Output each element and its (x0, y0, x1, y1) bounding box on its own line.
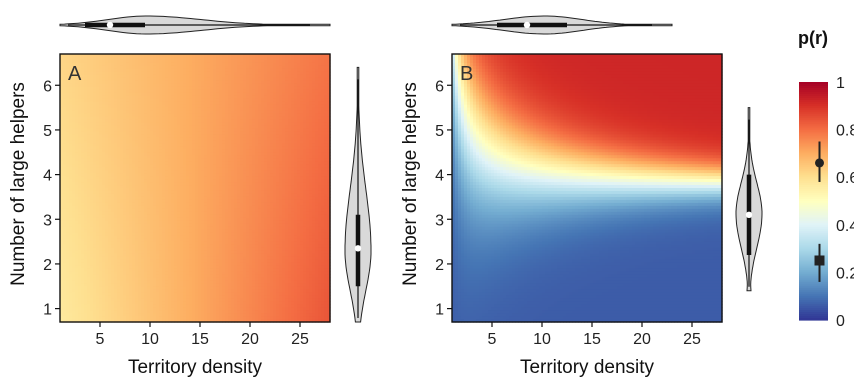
heatmap-cells (60, 54, 331, 323)
